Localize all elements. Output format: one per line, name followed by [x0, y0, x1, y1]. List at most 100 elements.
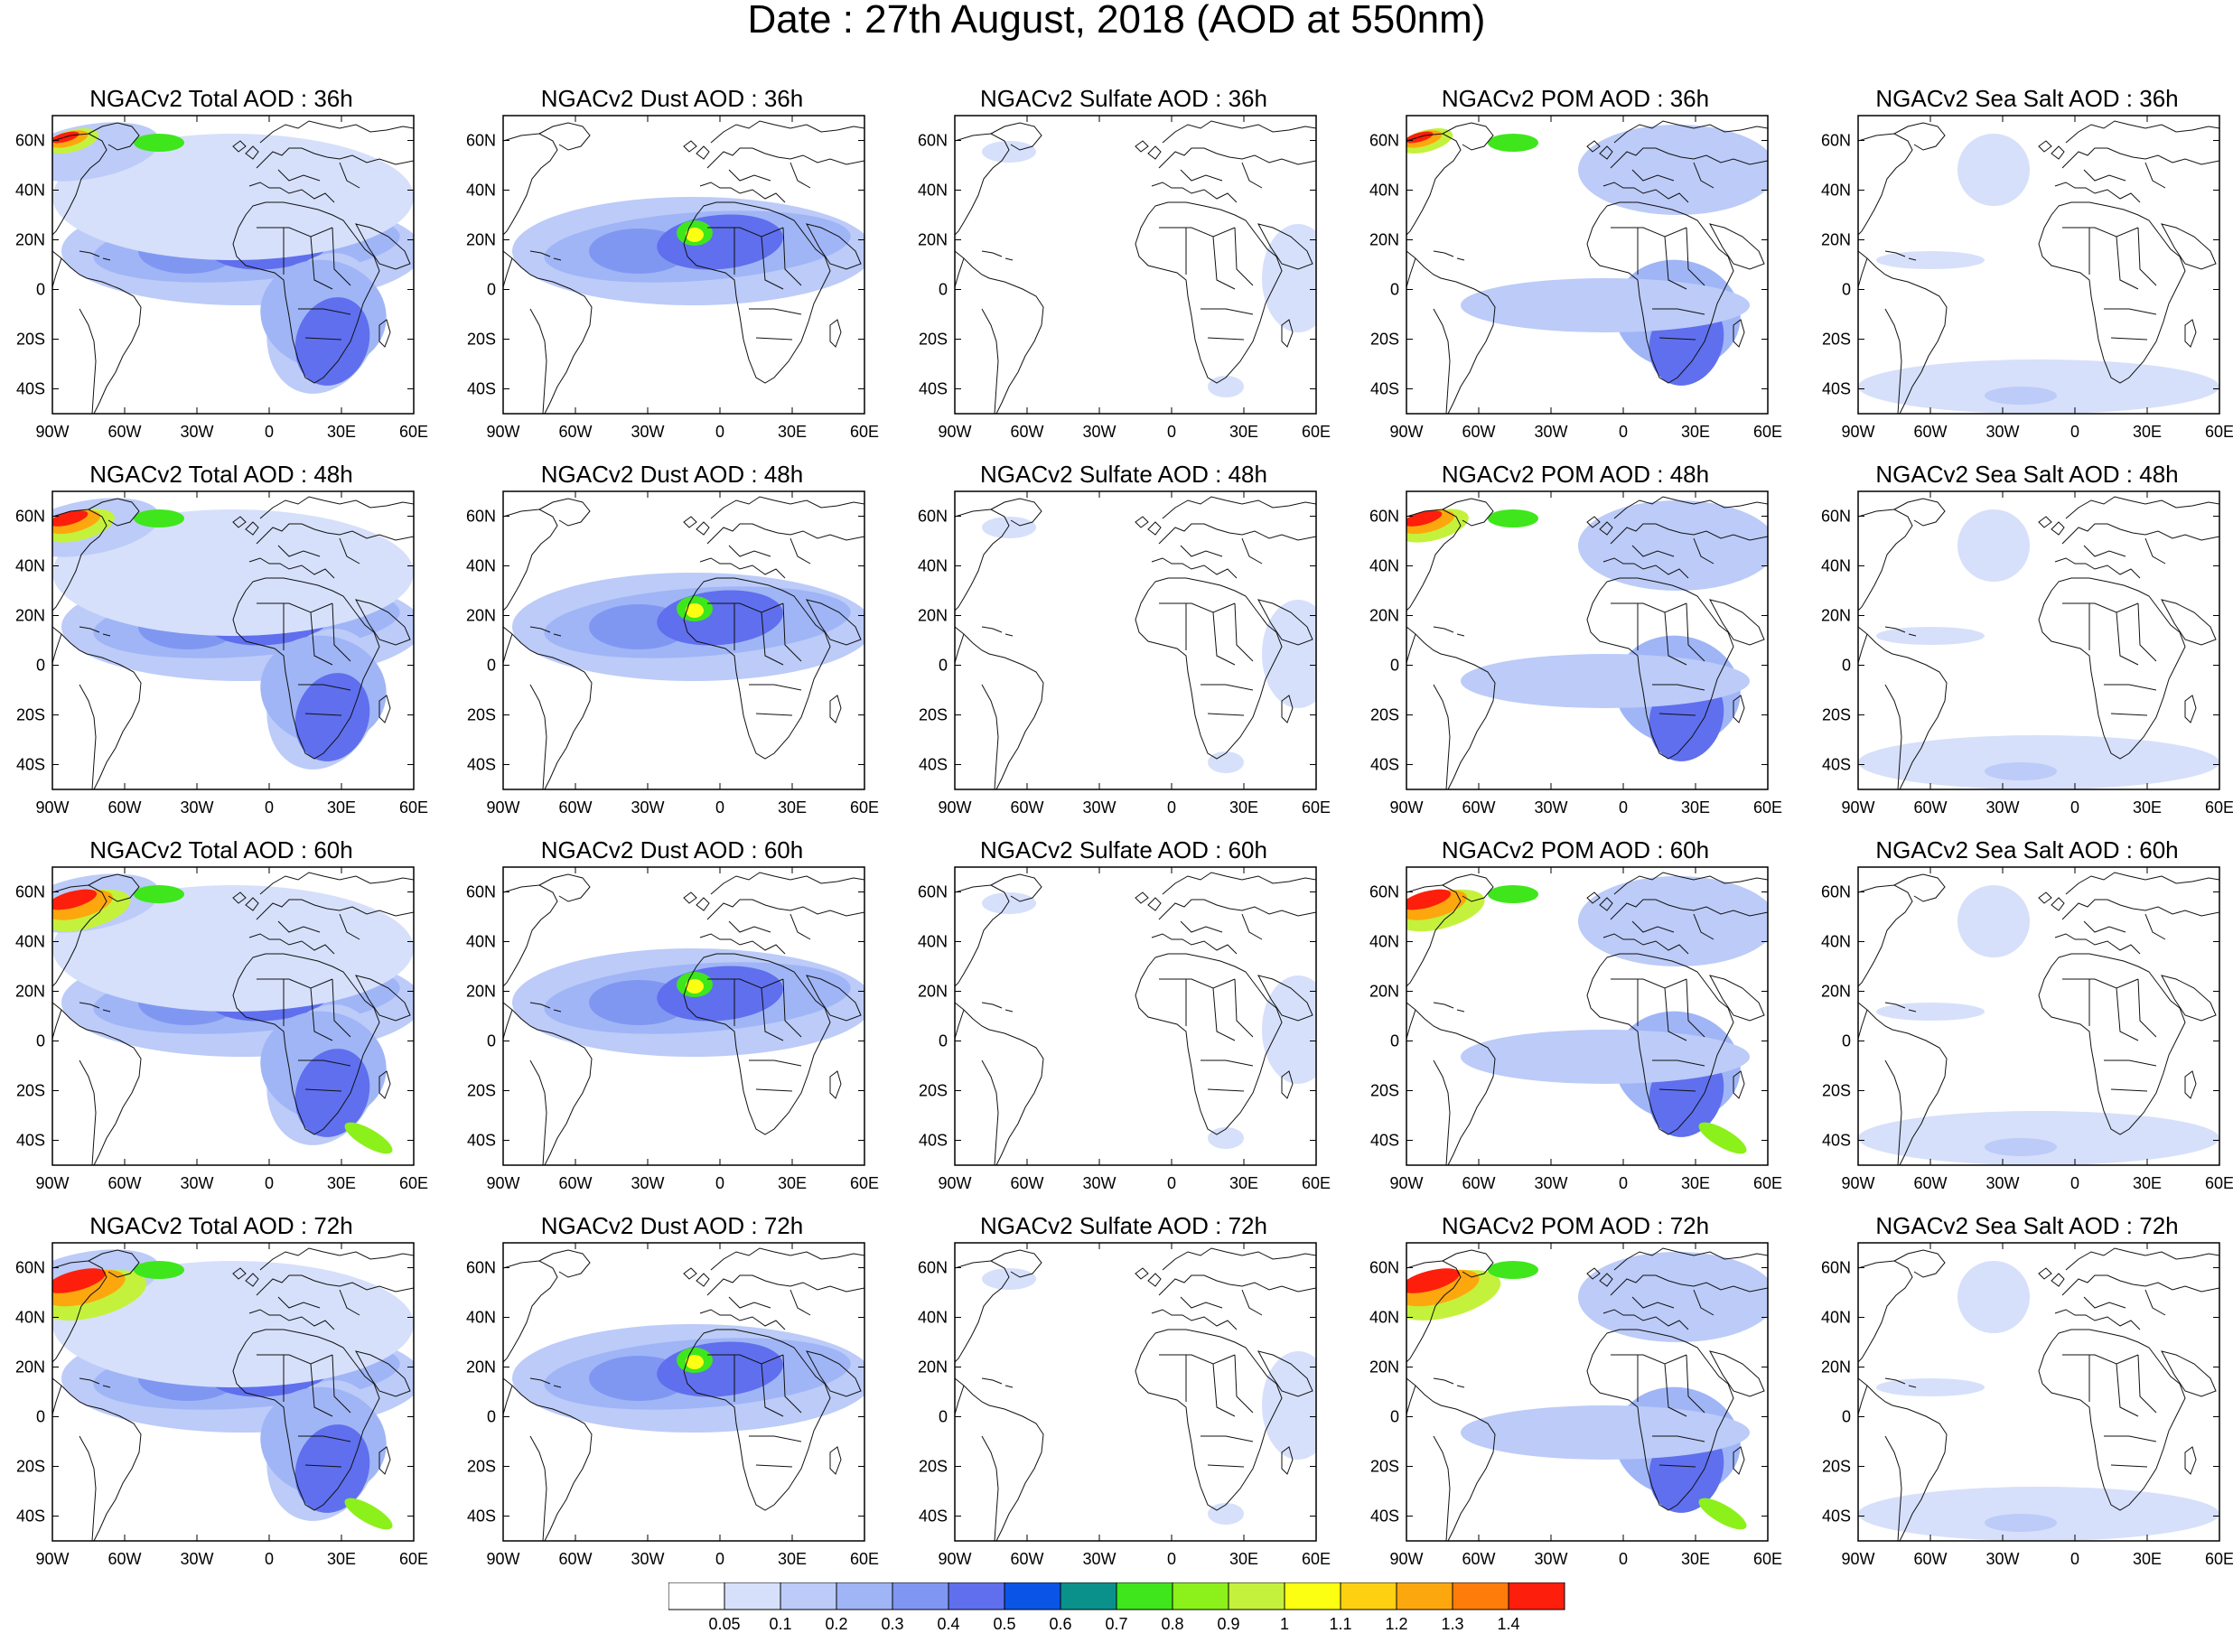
aod-plume [1208, 1127, 1244, 1149]
x-tick-label: 60E [2205, 1550, 2233, 1568]
y-tick-label: 20S [919, 331, 948, 349]
map-panel-pom-1: NGACv2 POM AOD : 48h 60N 40N 20N 0 20S 40S 90W 6… [1354, 459, 1788, 835]
map-frame [51, 866, 415, 1166]
aod-plume [686, 603, 704, 618]
x-tick-label: 60E [1302, 423, 1331, 441]
aod-plume [1858, 359, 2219, 414]
x-tick-label: 90W [1841, 798, 1874, 817]
x-tick-label: 60E [399, 423, 428, 441]
y-tick-label: 20S [16, 1082, 45, 1100]
x-tick-label: 30E [1681, 798, 1710, 817]
y-tick-label: 20S [919, 706, 948, 724]
aod-field [512, 197, 864, 305]
y-tick-label: 0 [36, 281, 45, 299]
panel-title: NGACv2 POM AOD : 48h [1441, 461, 1710, 488]
map-plot: 60N 40N 20N 0 20S 40S 90W 60W 30W 0 30E 60E [1821, 1242, 2233, 1568]
map-panel-total-3: NGACv2 Total AOD : 72h 60N 40N 20N 0 20S 40S 90… [0, 1210, 434, 1586]
aod-plume [1876, 1003, 1985, 1021]
aod-plume [982, 892, 1036, 914]
x-tick-label: 0 [1619, 1550, 1628, 1568]
aod-plume [1208, 1503, 1244, 1525]
map-panel-total-0: NGACv2 Total AOD : 36h 60N 40N 20N 0 20S 40S 90… [0, 83, 434, 459]
x-tick-label: 90W [938, 1174, 971, 1192]
y-tick-label: 0 [36, 657, 45, 675]
x-tick-label: 0 [265, 798, 274, 817]
y-tick-label: 60N [918, 883, 948, 901]
colorbar-label: 0.1 [769, 1615, 791, 1633]
map-plot: 60N 40N 20N 0 20S 40S 90W 60W 30W 0 30E 60E [15, 490, 428, 817]
x-tick-label: 60E [2205, 1174, 2233, 1192]
aod-plume [1876, 627, 1985, 645]
x-tick-label: 30W [1985, 1174, 2019, 1192]
map-plot: 60N 40N 20N 0 20S 40S 90W 60W 30W 0 30E 60E [15, 115, 428, 441]
aod-plume [1858, 1111, 2219, 1165]
panel-title: NGACv2 Sulfate AOD : 48h [980, 461, 1267, 488]
y-tick-label: 20N [1821, 231, 1851, 249]
y-tick-label: 60N [918, 1259, 948, 1277]
aod-plume [1262, 600, 1316, 708]
map-frame [1406, 866, 1769, 1166]
y-tick-label: 0 [1842, 281, 1851, 299]
aod-plume [1208, 751, 1244, 773]
y-tick-label: 40S [1370, 1507, 1399, 1526]
aod-plume [344, 1498, 393, 1530]
aod-plume [1698, 1122, 1747, 1154]
x-tick-label: 30W [180, 1174, 213, 1192]
y-tick-label: 40S [919, 1132, 948, 1150]
y-tick-label: 60N [466, 883, 496, 901]
x-tick-label: 30W [1985, 798, 2019, 817]
colorbar-label: 0.8 [1161, 1615, 1183, 1633]
colorbar-swatch [836, 1582, 893, 1610]
aod-field [1406, 500, 1768, 761]
x-tick-label: 90W [35, 423, 69, 441]
x-tick-label: 0 [265, 423, 274, 441]
x-tick-label: 30W [1534, 1174, 1567, 1192]
main-title: Date : 27th August, 2018 (AOD at 550nm) [747, 0, 1486, 42]
x-tick-label: 90W [35, 1550, 69, 1568]
y-tick-label: 0 [487, 657, 496, 675]
aod-plume [1461, 1405, 1750, 1460]
aod-plume [1262, 1351, 1316, 1460]
x-tick-label: 60E [850, 798, 879, 817]
x-tick-label: 30W [1534, 798, 1567, 817]
aod-plume [1858, 1487, 2219, 1541]
aod-field [52, 122, 414, 394]
y-tick-label: 20N [1369, 1358, 1399, 1377]
aod-plume [52, 510, 89, 527]
x-tick-label: 30E [1229, 423, 1258, 441]
y-tick-label: 40N [1821, 1309, 1851, 1327]
y-tick-label: 40N [466, 557, 496, 575]
x-tick-label: 30E [327, 798, 356, 817]
x-tick-label: 60W [1010, 423, 1043, 441]
y-tick-label: 0 [1390, 1408, 1399, 1426]
aod-plume [1488, 509, 1538, 527]
y-tick-label: 0 [1842, 657, 1851, 675]
map-panel-sulfate-3: NGACv2 Sulfate AOD : 72h 60N 40N 20N 0 20S 40S… [902, 1210, 1336, 1586]
x-tick-label: 0 [1619, 423, 1628, 441]
x-tick-label: 90W [35, 798, 69, 817]
aod-plume [1488, 1261, 1538, 1279]
map-background [955, 1243, 1316, 1541]
y-tick-label: 40S [1370, 1132, 1399, 1150]
map-plot: 60N 40N 20N 0 20S 40S 90W 60W 30W 0 30E 60E [466, 115, 879, 441]
aod-field [982, 1268, 1316, 1525]
map-panel-sulfate-1: NGACv2 Sulfate AOD : 48h 60N 40N 20N 0 20S 40S… [902, 459, 1336, 835]
x-tick-label: 0 [1167, 1550, 1176, 1568]
y-tick-label: 60N [15, 1259, 45, 1277]
x-tick-label: 60W [1462, 798, 1495, 817]
panel-title: NGACv2 Sulfate AOD : 72h [980, 1212, 1267, 1239]
y-tick-label: 20S [16, 1458, 45, 1476]
x-tick-label: 0 [2070, 1174, 2079, 1192]
x-tick-label: 30W [1082, 1174, 1116, 1192]
y-tick-label: 0 [1390, 657, 1399, 675]
x-tick-label: 60W [1913, 423, 1947, 441]
panel-title: NGACv2 POM AOD : 36h [1441, 85, 1710, 112]
x-tick-label: 60E [2205, 423, 2233, 441]
map-panel-total-1: NGACv2 Total AOD : 48h 60N 40N 20N 0 20S 40S 90… [0, 459, 434, 835]
x-tick-label: 90W [1389, 1174, 1423, 1192]
y-tick-label: 20S [1822, 1082, 1851, 1100]
y-tick-label: 0 [1390, 1032, 1399, 1050]
y-tick-label: 40N [1821, 557, 1851, 575]
aod-plume [1461, 278, 1750, 332]
map-frame [1857, 866, 2220, 1166]
